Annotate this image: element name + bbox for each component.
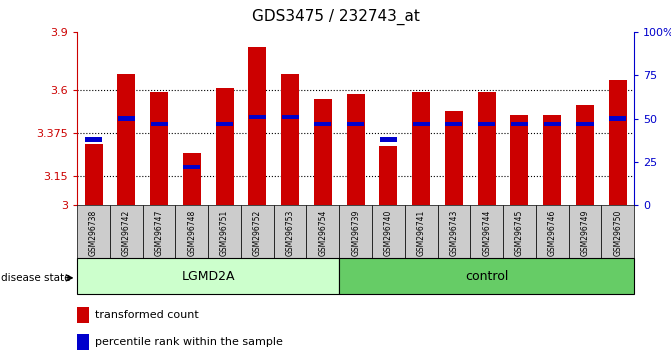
Bar xyxy=(215,88,234,205)
Bar xyxy=(609,80,627,205)
FancyBboxPatch shape xyxy=(77,258,340,294)
Bar xyxy=(150,122,168,126)
Text: GSM296745: GSM296745 xyxy=(515,210,524,256)
Bar xyxy=(478,92,496,205)
Bar xyxy=(117,74,136,205)
FancyBboxPatch shape xyxy=(175,205,208,258)
FancyBboxPatch shape xyxy=(503,205,536,258)
Text: GSM296752: GSM296752 xyxy=(253,210,262,256)
Text: GSM296746: GSM296746 xyxy=(548,210,557,256)
Text: GSM296749: GSM296749 xyxy=(580,210,589,256)
Bar xyxy=(576,105,594,205)
Bar xyxy=(249,115,266,119)
Bar xyxy=(314,99,332,205)
Bar xyxy=(544,115,561,205)
FancyBboxPatch shape xyxy=(340,205,372,258)
Text: GSM296739: GSM296739 xyxy=(351,210,360,256)
FancyBboxPatch shape xyxy=(77,205,110,258)
Bar xyxy=(412,92,430,205)
Text: GSM296738: GSM296738 xyxy=(89,210,98,256)
Bar xyxy=(314,122,331,126)
Bar xyxy=(85,137,102,142)
Text: GSM296753: GSM296753 xyxy=(286,210,295,256)
FancyBboxPatch shape xyxy=(536,205,568,258)
Bar xyxy=(511,115,529,205)
FancyBboxPatch shape xyxy=(110,205,143,258)
Text: GSM296754: GSM296754 xyxy=(318,210,327,256)
Text: GSM296748: GSM296748 xyxy=(187,210,197,256)
Bar xyxy=(150,92,168,205)
FancyBboxPatch shape xyxy=(241,205,274,258)
Bar xyxy=(511,122,528,126)
Bar xyxy=(380,137,397,142)
Bar xyxy=(379,145,397,205)
FancyBboxPatch shape xyxy=(208,205,241,258)
Text: GSM296743: GSM296743 xyxy=(450,210,458,256)
Bar xyxy=(117,116,135,121)
Bar xyxy=(282,115,299,119)
Text: GSM296742: GSM296742 xyxy=(122,210,131,256)
FancyBboxPatch shape xyxy=(437,205,470,258)
Bar xyxy=(413,122,429,126)
Bar xyxy=(446,122,462,126)
FancyBboxPatch shape xyxy=(405,205,437,258)
Bar xyxy=(576,122,594,126)
FancyBboxPatch shape xyxy=(372,205,405,258)
FancyBboxPatch shape xyxy=(143,205,175,258)
Bar xyxy=(183,153,201,205)
Bar xyxy=(281,74,299,205)
FancyBboxPatch shape xyxy=(274,205,307,258)
Text: transformed count: transformed count xyxy=(95,310,199,320)
Text: GSM296744: GSM296744 xyxy=(482,210,491,256)
Bar xyxy=(85,144,103,205)
Bar xyxy=(544,122,561,126)
Bar xyxy=(77,334,89,350)
Bar xyxy=(248,47,266,205)
Bar xyxy=(216,122,233,126)
FancyBboxPatch shape xyxy=(340,258,634,294)
Bar xyxy=(609,116,626,121)
Bar xyxy=(77,307,89,323)
FancyBboxPatch shape xyxy=(307,205,340,258)
Text: GSM296751: GSM296751 xyxy=(220,210,229,256)
FancyBboxPatch shape xyxy=(601,205,634,258)
Text: percentile rank within the sample: percentile rank within the sample xyxy=(95,337,283,347)
Bar xyxy=(445,111,463,205)
FancyBboxPatch shape xyxy=(568,205,601,258)
Text: GSM296747: GSM296747 xyxy=(154,210,164,256)
FancyBboxPatch shape xyxy=(470,205,503,258)
Text: control: control xyxy=(465,270,509,282)
Text: GDS3475 / 232743_at: GDS3475 / 232743_at xyxy=(252,9,419,25)
Bar xyxy=(183,165,201,169)
Text: LGMD2A: LGMD2A xyxy=(181,270,235,282)
Bar xyxy=(478,122,495,126)
Text: GSM296741: GSM296741 xyxy=(417,210,425,256)
Bar xyxy=(347,93,364,205)
Text: disease state: disease state xyxy=(1,273,71,283)
Text: GSM296740: GSM296740 xyxy=(384,210,393,256)
Bar xyxy=(347,122,364,126)
Text: GSM296750: GSM296750 xyxy=(613,210,622,256)
